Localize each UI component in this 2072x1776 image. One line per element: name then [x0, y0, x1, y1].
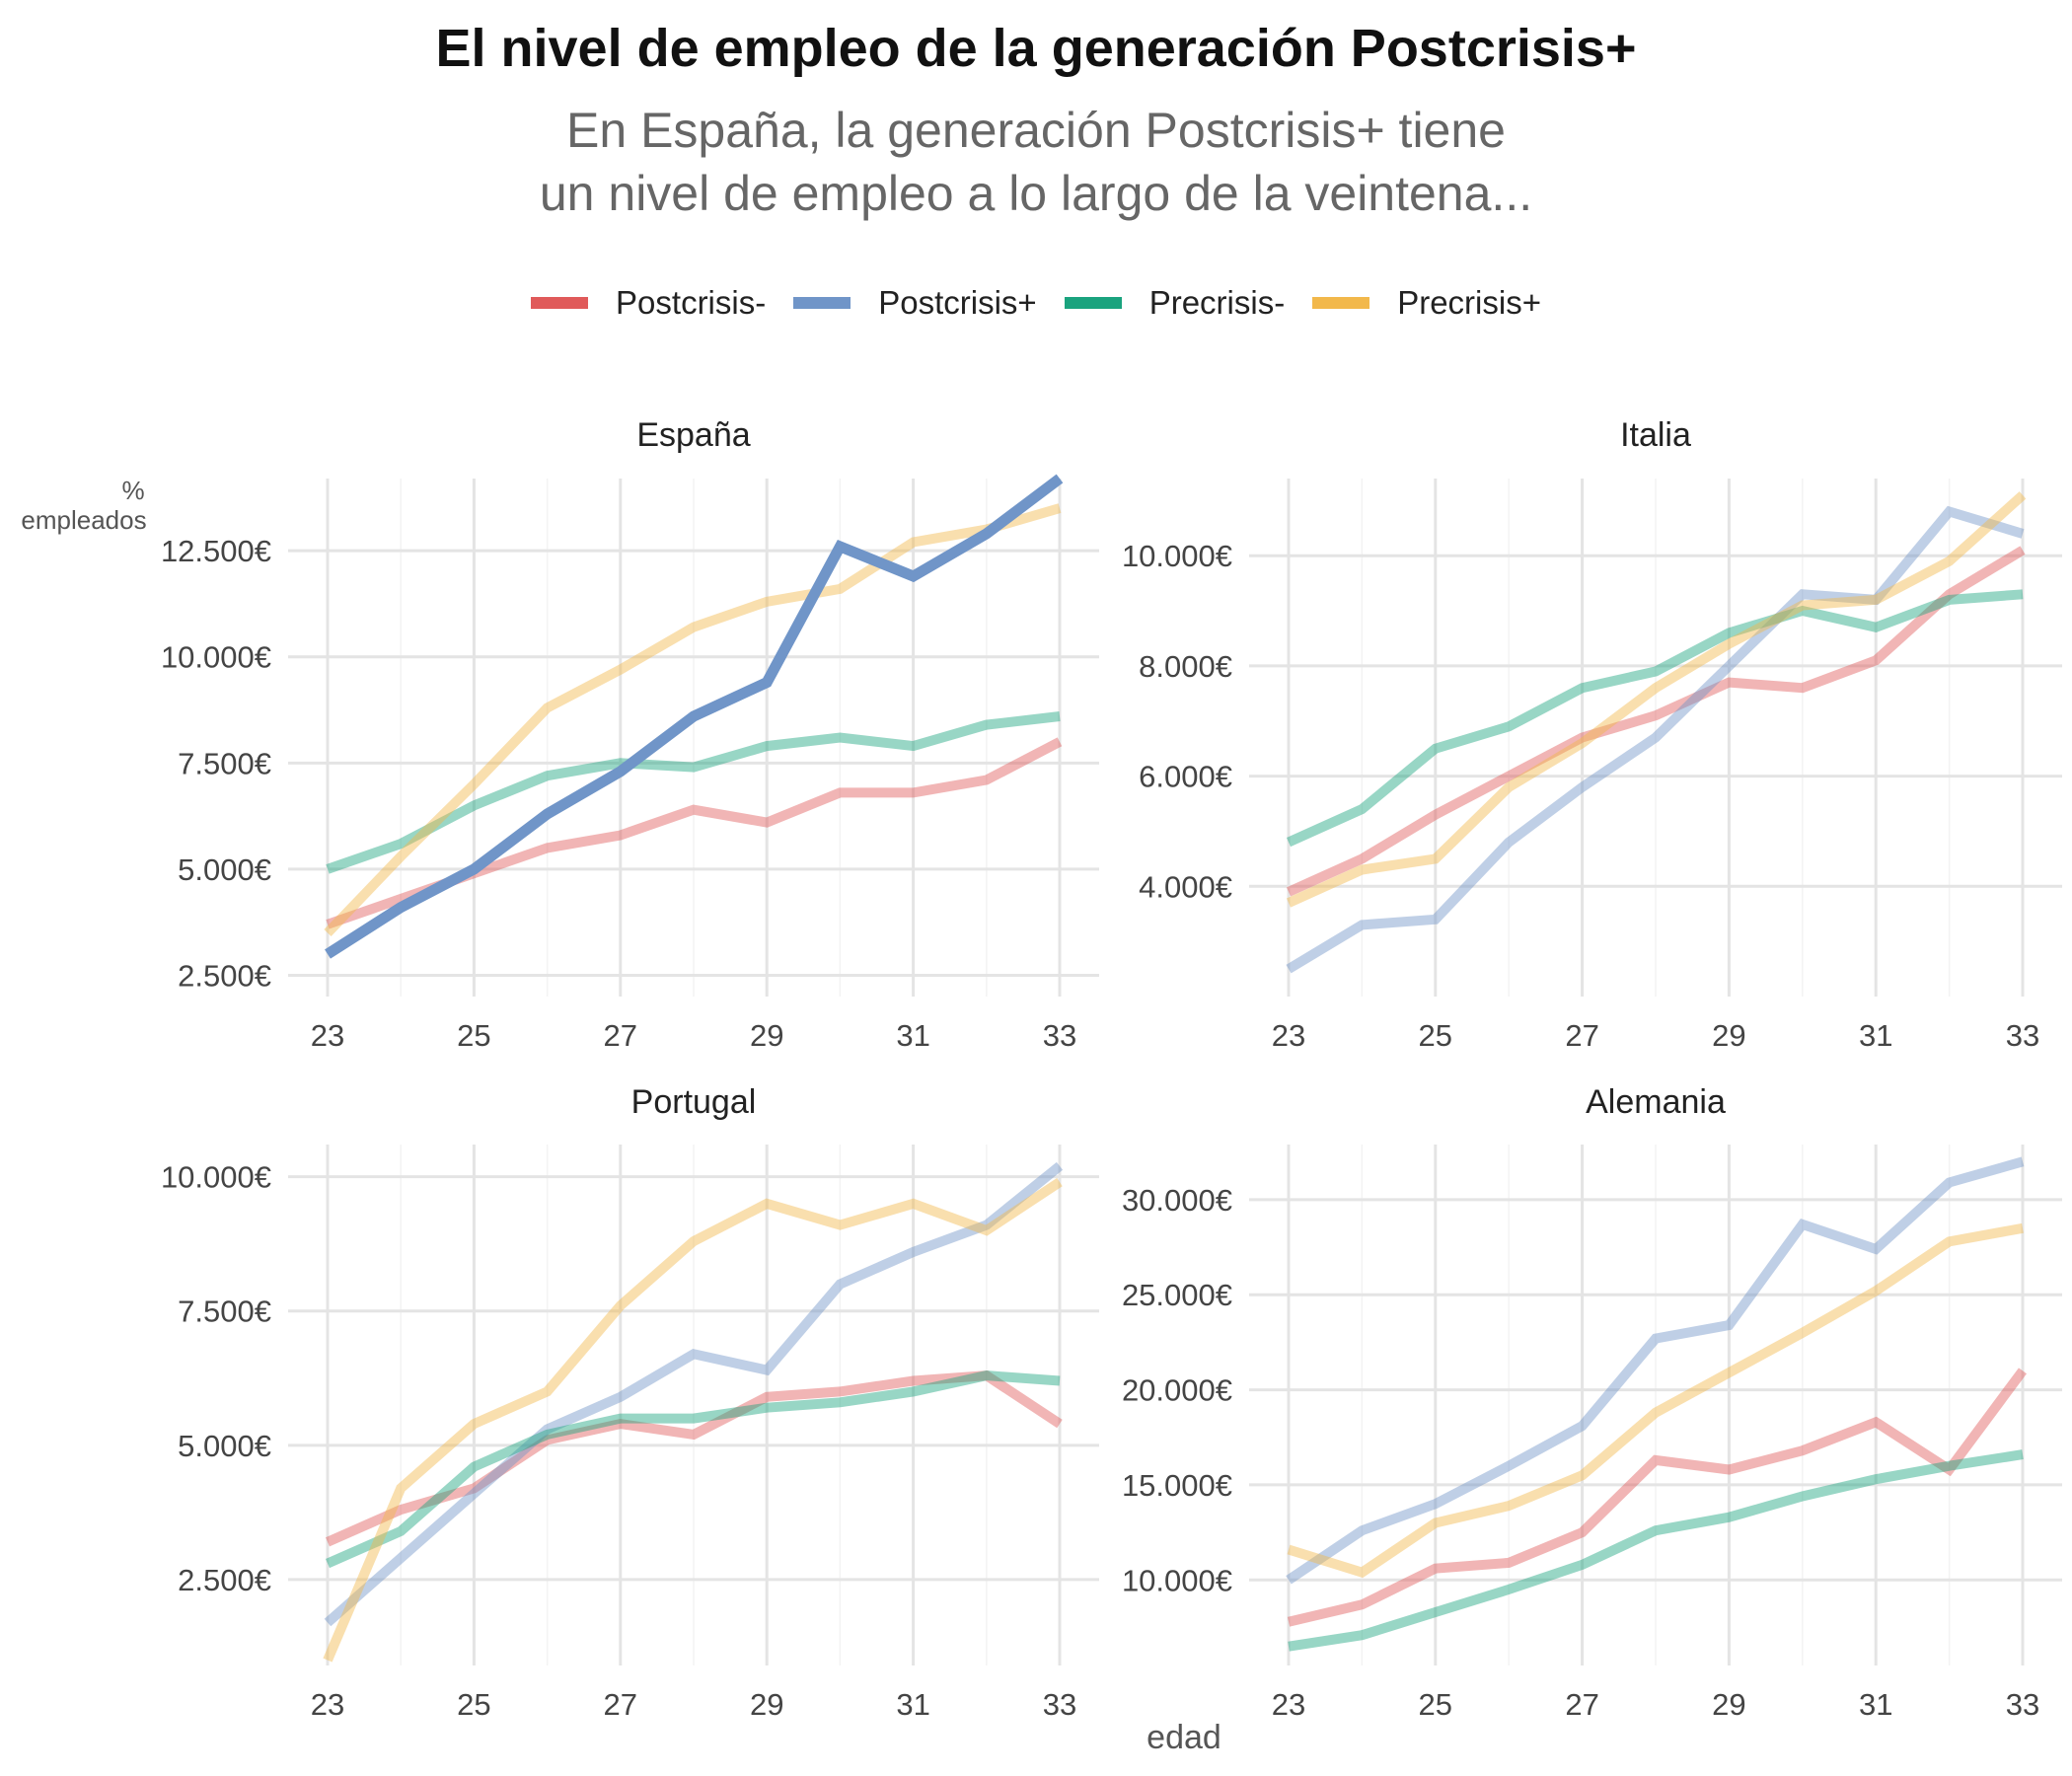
panel-title: Italia	[1620, 416, 1691, 454]
x-tick-label: 31	[896, 1687, 929, 1722]
series-line-postcrisis-plus	[1286, 505, 2025, 974]
x-tick-label: 33	[2006, 1018, 2039, 1053]
y-tick-label: 2.500€	[178, 958, 271, 993]
x-tick-label: 31	[1859, 1018, 1892, 1053]
x-tick-label: 25	[1419, 1018, 1452, 1053]
x-tick-label: 23	[311, 1687, 344, 1722]
series-line-precrisis-minus	[1288, 1449, 2024, 1652]
y-tick-label: 5.000€	[178, 1429, 271, 1463]
y-tick-label: 4.000€	[1139, 869, 1232, 904]
x-tick-label: 31	[1859, 1687, 1892, 1722]
panel-alemania: 23 25 27 29 31 33 10.000€ 15.000€ 20.000€ 25.000€…	[1122, 1083, 2062, 1722]
y-tick-label: 10.000€	[161, 1160, 271, 1195]
series-line-precrisis-minus	[1286, 589, 2024, 848]
y-tick-label: 5.000€	[178, 852, 271, 887]
x-tick-label: 27	[1565, 1018, 1598, 1053]
subtitle-line-1: En España, la generación Postcrisis+ tie…	[566, 103, 1506, 158]
legend: Postcrisis- Postcrisis+ Precrisis- Precr…	[0, 284, 2072, 322]
panel-title: Alemania	[1586, 1083, 1726, 1121]
y-tick-label: 20.000€	[1122, 1373, 1232, 1408]
series-line-precrisis-plus	[1287, 1222, 2024, 1579]
x-tick-label: 29	[1712, 1018, 1745, 1053]
legend-swatch	[1312, 297, 1370, 309]
legend-item-postcrisis-plus: Postcrisis+	[793, 284, 1037, 322]
x-tick-label: 25	[457, 1687, 490, 1722]
legend-label: Postcrisis+	[878, 284, 1037, 321]
series-line-postcrisis-plus	[324, 1161, 1064, 1627]
y-tick-label: 10.000€	[1122, 539, 1232, 573]
panel-title: Portugal	[631, 1083, 757, 1121]
y-tick-label: 7.500€	[178, 746, 271, 780]
y-axis-label-line-1: %	[121, 476, 145, 505]
series-line-postcrisis-plus	[325, 474, 1064, 959]
x-tick-label: 33	[1043, 1687, 1076, 1722]
x-tick-label: 31	[896, 1018, 929, 1053]
series-line-precrisis-plus	[324, 503, 1062, 936]
x-tick-label: 29	[750, 1018, 783, 1053]
y-tick-label: 12.500€	[161, 534, 271, 568]
legend-swatch	[531, 297, 589, 309]
x-tick-label: 25	[1419, 1687, 1452, 1722]
subtitle-line-2: un nivel de empleo a lo largo de la vein…	[539, 166, 1533, 221]
x-tick-label: 33	[1043, 1018, 1076, 1053]
y-tick-label: 7.500€	[178, 1295, 271, 1329]
y-tick-label: 6.000€	[1139, 760, 1232, 794]
y-tick-label: 25.000€	[1122, 1278, 1232, 1312]
panel-title: España	[636, 416, 750, 454]
chart-title: El nivel de empleo de la generación Post…	[435, 19, 1637, 78]
x-tick-label: 23	[1272, 1687, 1305, 1722]
y-axis-label-line-2: empleados	[21, 505, 147, 535]
x-tick-label: 33	[2006, 1687, 2039, 1722]
x-tick-label: 27	[604, 1687, 637, 1722]
legend-item-precrisis-minus: Precrisis-	[1064, 284, 1286, 322]
series-line-postcrisis-minus	[325, 1369, 1063, 1547]
series-line-postcrisis-plus	[1286, 1156, 2025, 1585]
series-line-precrisis-minus	[326, 711, 1061, 874]
x-axis-label: edad	[1147, 1719, 1221, 1756]
x-tick-label: 23	[311, 1018, 344, 1053]
y-tick-label: 2.500€	[178, 1563, 271, 1597]
panel-espana: 23 25 27 29 31 33 2.500€ 5.000€ 7.500€ 10.000€ 12.…	[161, 416, 1099, 1053]
legend-item-postcrisis-minus: Postcrisis-	[531, 284, 766, 322]
x-tick-label: 29	[750, 1687, 783, 1722]
x-tick-label: 27	[604, 1018, 637, 1053]
legend-label: Postcrisis-	[616, 284, 767, 321]
legend-swatch	[1064, 297, 1122, 309]
y-tick-label: 10.000€	[161, 640, 271, 675]
x-tick-label: 29	[1712, 1687, 1745, 1722]
y-tick-label: 15.000€	[1122, 1468, 1232, 1503]
y-tick-label: 10.000€	[1122, 1563, 1232, 1597]
y-tick-label: 8.000€	[1139, 649, 1232, 684]
chart-subtitle: En España, la generación Postcrisis+ tie…	[0, 99, 2072, 225]
x-tick-label: 25	[457, 1018, 490, 1053]
y-tick-label: 30.000€	[1122, 1183, 1232, 1218]
series-line-postcrisis-minus	[1286, 546, 2026, 897]
series-line-precrisis-plus	[323, 1177, 1063, 1663]
legend-label: Precrisis-	[1148, 284, 1286, 321]
series-line-postcrisis-minus	[1287, 1368, 2028, 1627]
series-line-precrisis-minus	[325, 1370, 1061, 1569]
panel-portugal: 23 25 27 29 31 33 2.500€ 5.000€ 7.500€ 10.000€ Por…	[161, 1083, 1099, 1722]
legend-label: Precrisis+	[1397, 284, 1541, 321]
panel-italia: 23 25 27 29 31 33 4.000€ 6.000€ 8.000€ 10.000€ Ita…	[1122, 416, 2062, 1053]
legend-item-precrisis-plus: Precrisis+	[1312, 284, 1541, 322]
series-line-precrisis-plus	[1286, 491, 2027, 908]
y-axis-label: % empleados	[10, 476, 158, 535]
x-tick-label: 27	[1565, 1687, 1598, 1722]
x-tick-label: 23	[1272, 1018, 1305, 1053]
legend-swatch	[793, 297, 851, 309]
